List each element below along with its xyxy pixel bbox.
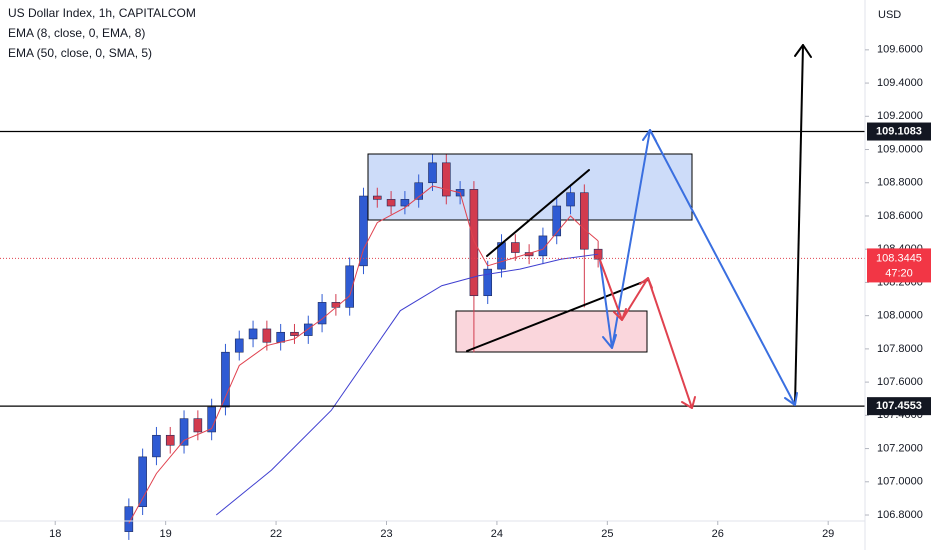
level-label-box [867, 122, 931, 141]
arrow [599, 259, 693, 409]
candle-body [483, 268, 493, 297]
y-tick-label: 107.8000 [877, 343, 923, 355]
arrow [794, 44, 804, 406]
y-tick-label: 108.0000 [877, 310, 923, 322]
last-price-label: 108.3445 [876, 252, 922, 264]
trend-line [486, 169, 590, 257]
y-tick-label: 107.0000 [877, 476, 923, 488]
ema-line [215, 253, 599, 516]
y-tick-label: 109.4000 [877, 77, 923, 89]
candle-body [317, 302, 327, 325]
candle-body [469, 189, 479, 297]
x-tick-label: 19 [160, 528, 172, 540]
level-label: 109.1083 [876, 125, 922, 137]
candle-body [248, 328, 258, 340]
level-label: 107.4553 [876, 400, 922, 412]
arrow-head [613, 308, 627, 321]
y-tick-label: 106.8000 [877, 509, 923, 521]
arrow-head [642, 129, 657, 142]
indicator-label: EMA (50, close, 0, SMA, 5) [8, 46, 152, 60]
axes: 106.8000107.0000107.2000107.4000107.6000… [49, 44, 931, 540]
candle-body [262, 328, 272, 343]
candle-body [276, 331, 285, 343]
y-tick-label: 108.6000 [877, 210, 923, 222]
arrow-head [681, 396, 696, 409]
candle-body [359, 195, 368, 267]
candle-body [580, 192, 589, 250]
candle-body [511, 242, 520, 253]
arrow-head [784, 392, 798, 406]
y-tick-label: 109.0000 [877, 143, 923, 155]
candle-body [442, 162, 451, 197]
plot-area [0, 130, 865, 540]
candle-body [400, 199, 410, 207]
x-tick-label: 18 [49, 528, 61, 540]
x-tick-label: 22 [270, 528, 282, 540]
y-tick-label: 109.2000 [877, 110, 923, 122]
candle-body [165, 434, 175, 446]
x-tick-label: 24 [491, 528, 503, 540]
arrow-head [602, 334, 617, 349]
indicator-label: EMA (8, close, 0, EMA, 8) [8, 26, 145, 40]
candle-body [234, 338, 244, 353]
arrow-head [639, 277, 653, 289]
candle-body [538, 235, 548, 257]
x-tick-label: 29 [822, 528, 834, 540]
arrow-head [794, 44, 812, 58]
candle-body [290, 331, 299, 336]
candle-body [152, 434, 161, 458]
candle-body [138, 456, 147, 508]
candle-body [221, 351, 230, 408]
x-tick-label: 26 [712, 528, 724, 540]
trend-line [466, 279, 649, 352]
level-label-box [867, 397, 931, 416]
candle-body [179, 418, 189, 446]
y-tick-label: 108.8000 [877, 177, 923, 189]
arrow [599, 129, 796, 406]
candle-body [193, 418, 203, 433]
y-tick-label: 107.2000 [877, 442, 923, 454]
x-tick-label: 25 [601, 528, 613, 540]
candle-body [566, 192, 575, 207]
candle-body [124, 506, 134, 532]
y-axis-unit: USD [878, 9, 901, 21]
candle-body [414, 182, 423, 200]
candle-body [345, 265, 354, 308]
candle-body [372, 195, 382, 200]
y-tick-label: 107.6000 [877, 376, 923, 388]
candle-body [552, 205, 562, 237]
ema-line [128, 185, 599, 524]
chart-title: US Dollar Index, 1h, CAPITALCOM [8, 6, 196, 20]
last-price-box [867, 248, 931, 283]
candle-body [303, 323, 313, 336]
annotations [466, 44, 812, 409]
candle-body [428, 162, 437, 184]
y-tick-label: 109.6000 [877, 44, 923, 56]
candle-body [386, 199, 396, 207]
countdown-label: 47:20 [885, 267, 913, 279]
x-tick-label: 23 [380, 528, 392, 540]
